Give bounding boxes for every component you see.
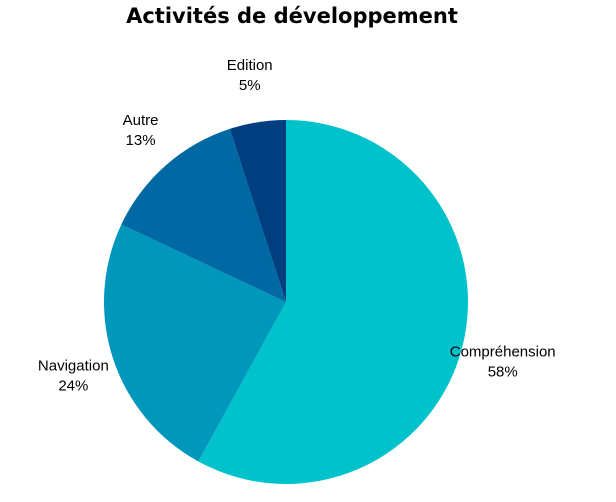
slice-label-comprehension: Compréhension — [450, 344, 556, 361]
slice-value-comprehension: 58% — [488, 364, 518, 381]
slice-label-edition: Edition — [227, 57, 273, 74]
slice-labels: Compréhension 58% Navigation 24% Autre 13% Edi… — [38, 57, 556, 395]
chart-title: Activités de développement — [126, 4, 458, 28]
pie-slice-navigation — [104, 224, 286, 462]
slice-value-edition: 5% — [239, 77, 261, 94]
slice-label-autre: Autre — [123, 112, 159, 129]
slice-value-navigation: 24% — [58, 378, 88, 395]
pie-slice-edition — [229, 120, 286, 302]
pie-slices — [104, 120, 468, 484]
pie-slice-autre — [121, 128, 287, 302]
slice-value-autre: 13% — [126, 132, 156, 149]
pie-slice-comprehension — [198, 120, 468, 484]
slice-label-navigation: Navigation — [38, 358, 109, 375]
